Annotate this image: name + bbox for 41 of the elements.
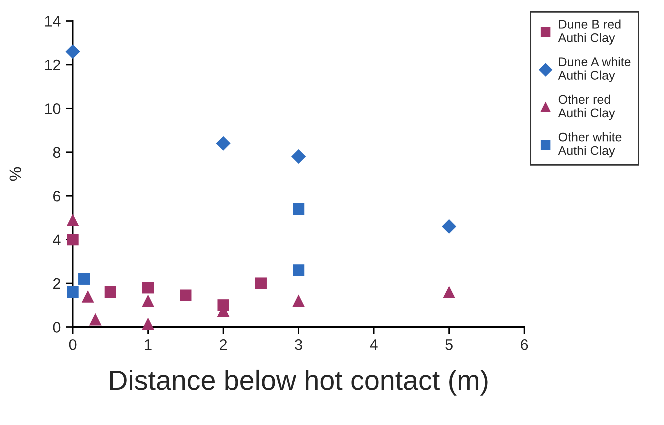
point	[292, 203, 305, 216]
y-tick-label: 14	[45, 16, 61, 27]
x-axis-title: Distance below hot contact (m)	[110, 370, 488, 396]
point	[255, 278, 267, 290]
point	[78, 273, 90, 285]
point	[216, 136, 231, 151]
x-tick-label: 0	[69, 339, 77, 350]
point	[180, 290, 192, 302]
y-tick-label: 10	[45, 104, 61, 114]
x-tick-label: 5	[446, 340, 453, 350]
point	[142, 294, 155, 308]
y-axis-title: %	[10, 167, 22, 182]
point	[142, 282, 154, 294]
legend-label: Dune B red Authi Clay	[558, 20, 621, 45]
point	[66, 44, 80, 60]
point	[142, 318, 155, 330]
point	[67, 286, 79, 298]
point	[82, 290, 94, 303]
legend-label: Other white Authi Clay	[558, 132, 622, 158]
y-tick-label: 6	[54, 190, 61, 202]
point	[292, 149, 306, 164]
point	[292, 294, 306, 308]
legend-label: Dune A white Authi Clay	[558, 57, 631, 82]
point	[67, 234, 79, 246]
x-tick-label: 2	[220, 339, 228, 350]
point	[292, 264, 305, 276]
x-tick-label: 6	[521, 339, 528, 350]
point	[442, 219, 457, 234]
point	[104, 286, 116, 298]
y-tick-label: 0	[53, 322, 61, 333]
x-tick-label: 3	[295, 339, 302, 350]
point	[89, 313, 102, 326]
y-tick-label: 8	[53, 147, 61, 158]
y-tick-label: 4	[53, 234, 61, 246]
point	[66, 214, 80, 226]
x-tick-label: 4	[370, 340, 378, 350]
y-tick-label: 12	[45, 60, 60, 70]
point	[443, 286, 456, 298]
x-tick-label: 1	[145, 340, 152, 350]
y-tick-label: 2	[54, 278, 60, 290]
legend-label: Other red Authi Clay	[558, 94, 616, 120]
